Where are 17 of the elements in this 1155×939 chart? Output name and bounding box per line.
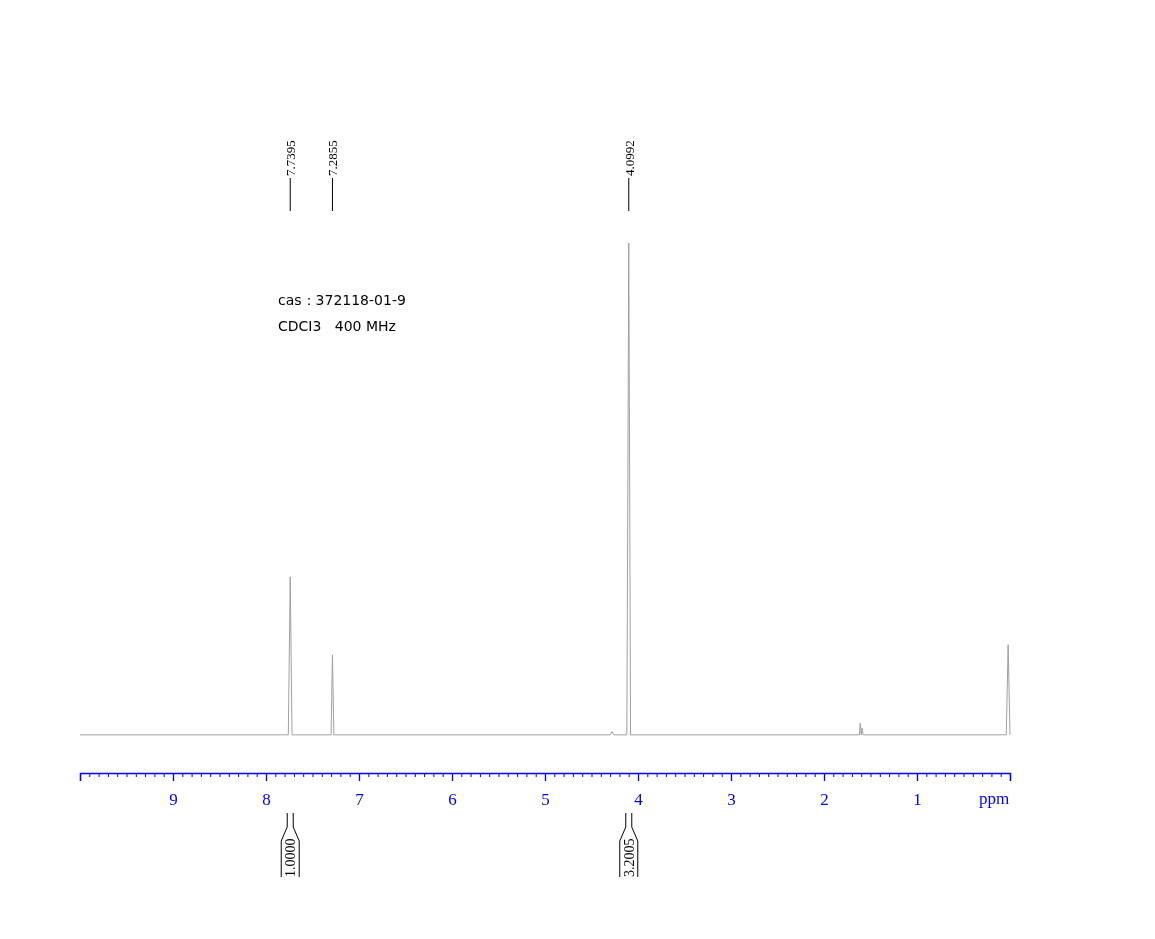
x-tick-label: 2: [820, 790, 829, 810]
annotation: 4.0992: [621, 140, 637, 176]
x-axis-title: ppm: [978, 789, 1010, 808]
x-tick-label: 7: [355, 790, 365, 810]
x-tick-label: 1: [913, 790, 922, 810]
x-tick-label: 6: [448, 790, 457, 810]
annotation: CDCI3 400 MHz: [278, 318, 396, 334]
x-tick-label: 5: [541, 790, 550, 810]
annotation: cas：372118-01-9: [278, 292, 406, 308]
x-tick-label: 8: [262, 790, 271, 810]
x-tick-label: 3: [727, 790, 736, 810]
annotation: 7.2855: [325, 140, 341, 176]
x-tick-label: 9: [169, 790, 178, 810]
x-tick-label: 4: [634, 790, 644, 810]
text: 1.0000: [283, 838, 299, 877]
annotation: 7.7395: [283, 140, 299, 176]
text: 3.2005: [621, 838, 637, 877]
